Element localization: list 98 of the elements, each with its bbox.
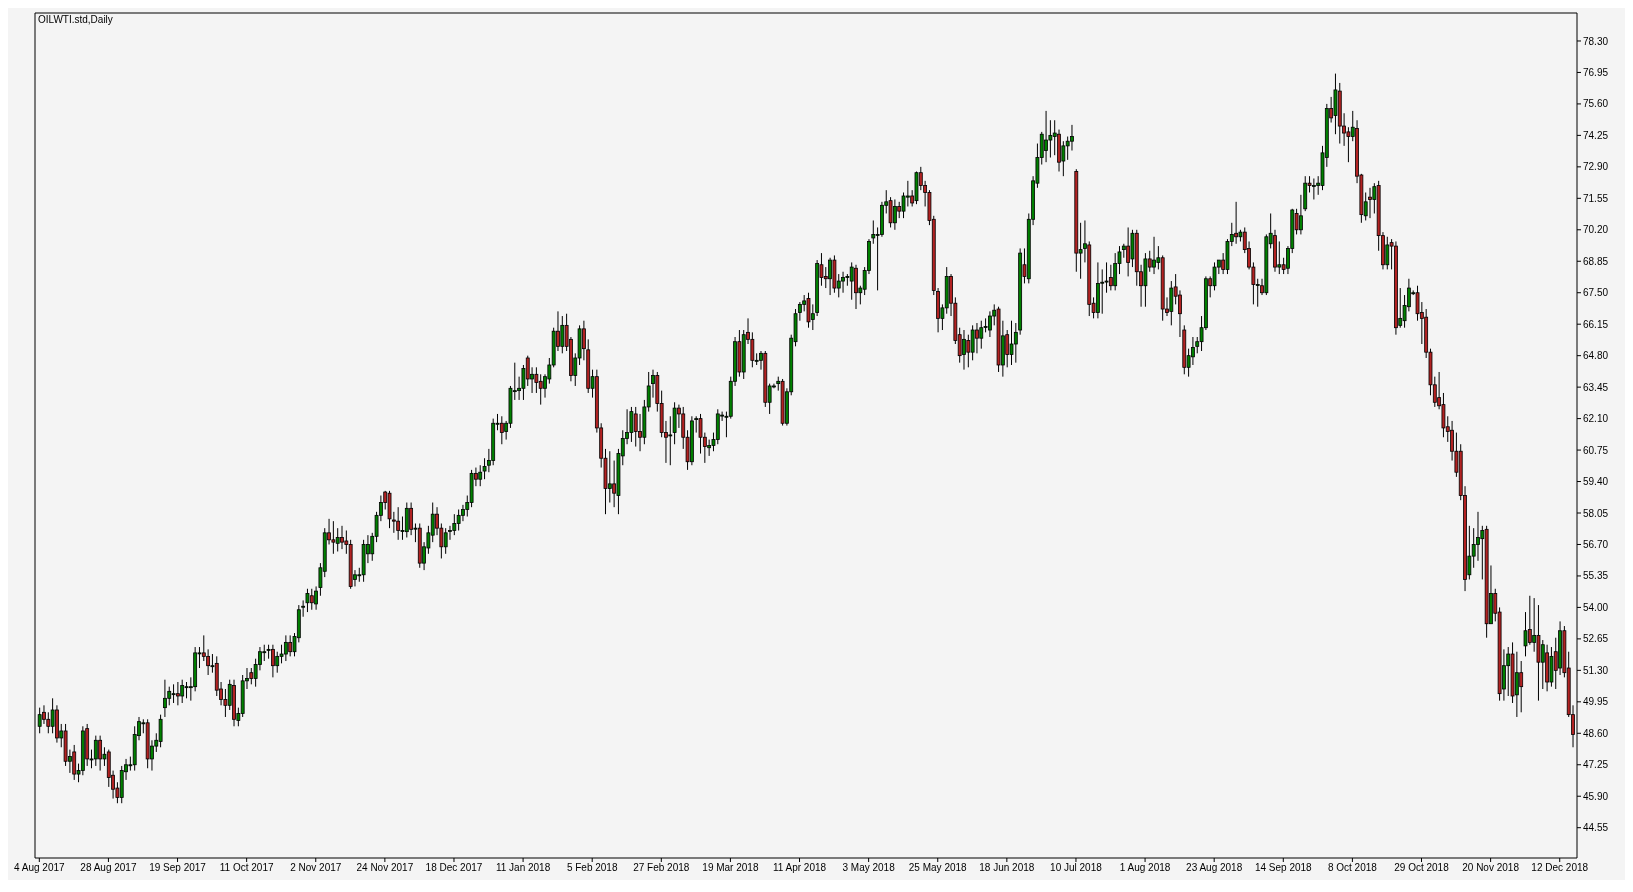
candlestick xyxy=(158,714,163,748)
candlestick xyxy=(175,681,180,706)
candlestick xyxy=(335,527,340,552)
x-tick-label: 27 Feb 2018 xyxy=(633,862,690,874)
candlestick xyxy=(1009,320,1014,366)
y-tick-label: 63.45 xyxy=(1583,381,1609,393)
y-tick-label: 47.25 xyxy=(1583,759,1609,771)
candlestick xyxy=(607,450,612,504)
x-tick-label: 11 Jan 2018 xyxy=(495,862,551,874)
candlestick xyxy=(871,219,876,245)
candlestick xyxy=(1385,236,1390,270)
y-tick-label: 68.85 xyxy=(1583,255,1609,267)
candlestick xyxy=(962,329,966,371)
x-tick-label: 11 Oct 2017 xyxy=(219,862,274,874)
x-tick-label: 8 Oct 2018 xyxy=(1327,862,1378,874)
candlestick xyxy=(309,588,314,611)
candlestick xyxy=(340,525,344,550)
candlestick xyxy=(171,683,176,704)
candlestick xyxy=(538,373,543,406)
x-tick-label: 12 Dec 2018 xyxy=(1531,862,1589,874)
y-tick-label: 62.10 xyxy=(1583,413,1609,425)
y-tick-label: 49.95 xyxy=(1583,696,1609,708)
x-tick-label: 11 Apr 2018 xyxy=(772,862,827,874)
candlestick xyxy=(288,634,293,657)
candlestick xyxy=(163,679,167,718)
candlestick xyxy=(305,588,310,613)
candlestick xyxy=(1540,639,1545,690)
x-tick-label: 14 Sep 2018 xyxy=(1254,862,1313,874)
y-tick-label: 60.75 xyxy=(1583,444,1609,456)
candlestick xyxy=(1519,660,1524,713)
candlestick xyxy=(331,520,336,555)
y-tick-label: 75.60 xyxy=(1583,98,1609,110)
candlestick xyxy=(42,704,46,725)
candlestick xyxy=(979,320,984,350)
x-tick-label: 29 Oct 2018 xyxy=(1394,862,1450,874)
candlestick xyxy=(452,513,457,536)
y-tick-label: 67.50 xyxy=(1583,287,1609,299)
x-tick-label: 23 Aug 2018 xyxy=(1186,862,1243,874)
candlestick xyxy=(456,509,461,531)
candlestick xyxy=(478,464,483,487)
y-tick-label: 64.80 xyxy=(1583,350,1609,362)
x-tick-label: 5 Feb 2018 xyxy=(566,862,618,874)
y-tick-label: 54.00 xyxy=(1583,601,1609,613)
candlestick xyxy=(98,735,103,772)
x-tick-label: 25 May 2018 xyxy=(908,862,968,874)
y-tick-label: 74.25 xyxy=(1583,129,1609,141)
y-tick-label: 51.30 xyxy=(1583,664,1609,676)
candlestick xyxy=(283,634,288,662)
x-tick-label: 4 Aug 2017 xyxy=(14,862,66,874)
y-tick-label: 48.60 xyxy=(1583,727,1609,739)
y-tick-label: 59.40 xyxy=(1583,476,1609,488)
y-tick-label: 44.55 xyxy=(1583,822,1609,834)
y-tick-label: 56.70 xyxy=(1583,539,1609,551)
y-tick-label: 55.35 xyxy=(1583,570,1609,582)
x-tick-label: 18 Jun 2018 xyxy=(979,862,1035,874)
candlestick xyxy=(37,707,42,734)
y-tick-label: 71.55 xyxy=(1583,192,1609,204)
candlestick xyxy=(633,406,638,448)
y-tick-label: 70.20 xyxy=(1583,224,1609,236)
x-tick-label: 20 Nov 2018 xyxy=(1462,862,1520,874)
candlestick xyxy=(560,315,565,354)
x-tick-label: 19 Mar 2018 xyxy=(702,862,759,874)
candlestick xyxy=(1476,511,1480,562)
candlestick xyxy=(404,502,409,538)
candlestick xyxy=(93,735,98,767)
candlestick xyxy=(1311,178,1316,200)
y-tick-label: 58.05 xyxy=(1583,507,1609,519)
candlestick xyxy=(1506,646,1511,697)
candlestick xyxy=(409,502,414,536)
x-tick-label: 10 Jul 2018 xyxy=(1050,862,1103,874)
candlestick xyxy=(1514,651,1519,718)
candlestick xyxy=(1169,280,1174,326)
candlestick xyxy=(396,506,401,541)
candlestick xyxy=(1070,124,1074,152)
candlestick xyxy=(275,651,280,674)
candlestick xyxy=(1368,187,1372,219)
y-tick-label: 72.90 xyxy=(1583,161,1609,173)
y-tick-label: 66.15 xyxy=(1583,318,1609,330)
y-tick-label: 52.65 xyxy=(1583,633,1609,645)
y-tick-label: 45.90 xyxy=(1583,790,1609,802)
candlestick xyxy=(72,744,77,781)
candlestick xyxy=(892,198,897,231)
y-tick-label: 78.30 xyxy=(1583,35,1609,47)
x-tick-label: 2 Nov 2017 xyxy=(290,862,342,874)
candlestick xyxy=(806,292,811,329)
x-tick-label: 19 Sep 2017 xyxy=(149,862,207,874)
candlestick xyxy=(1113,252,1118,291)
candlestick xyxy=(206,648,211,676)
candlestick xyxy=(1108,264,1113,291)
candlestick xyxy=(629,406,634,443)
y-tick-label: 76.95 xyxy=(1583,66,1609,78)
x-tick-label: 24 Nov 2017 xyxy=(356,862,414,874)
candlestick xyxy=(443,527,448,555)
x-tick-label: 18 Dec 2017 xyxy=(425,862,483,874)
x-tick-label: 1 Aug 2018 xyxy=(1119,862,1171,874)
x-tick-label: 28 Aug 2017 xyxy=(80,862,137,874)
chart-title: OILWTI.std,Daily xyxy=(38,14,113,25)
x-tick-label: 3 May 2018 xyxy=(842,862,896,874)
